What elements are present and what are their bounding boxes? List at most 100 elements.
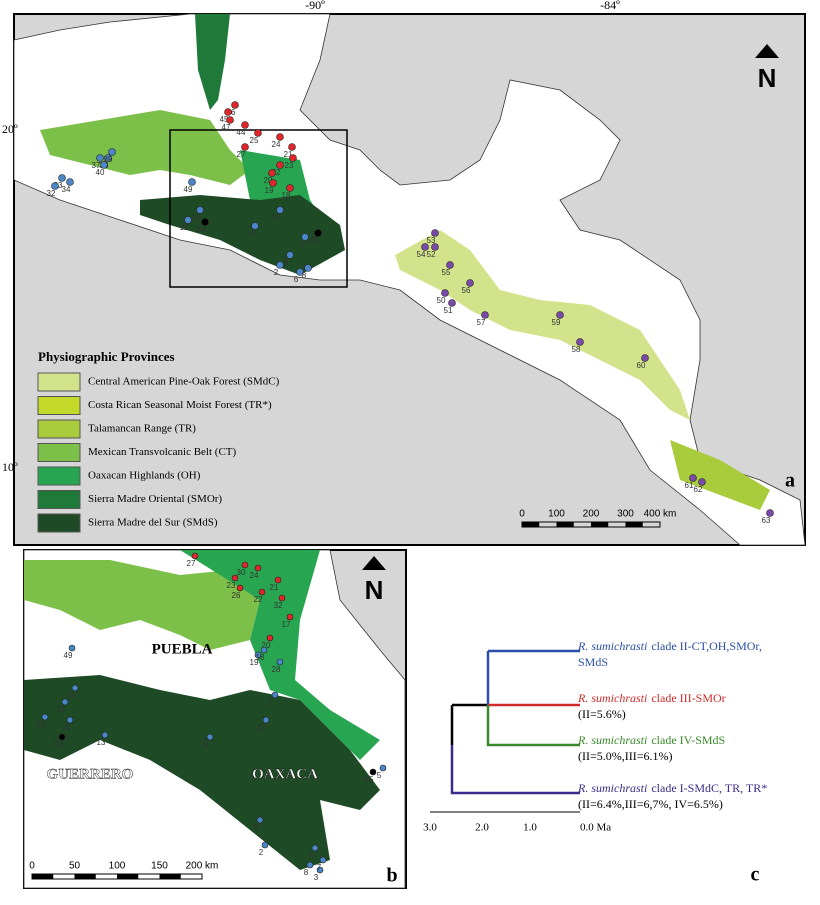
panel-label: b [386, 865, 397, 887]
legend-swatch [37, 419, 81, 439]
clade-label: R. sumichrasti clade I-SMdC, TR, TR* [577, 781, 767, 795]
legend-label: Costa Rican Seasonal Moist Forest (TR*) [88, 399, 272, 411]
branch [486, 649, 580, 705]
scale-segment [32, 874, 54, 879]
sample-point [188, 178, 196, 186]
scale-segment [591, 522, 609, 527]
legend-label: Sierra Madre Oriental (SMOr) [88, 493, 222, 505]
sample-label: 64 [54, 740, 63, 749]
sample-point [276, 261, 284, 269]
tree-labels: R. sumichrasti clade II-CT,OH,SMOr, SMdS R.… [423, 639, 767, 834]
legend-swatch [37, 443, 81, 462]
scale-label: 200 [583, 509, 600, 520]
sample-point [66, 716, 74, 724]
time-label: 2.0 [475, 822, 489, 834]
species-name: R. sumichrasti [577, 781, 647, 795]
clade-note: (II=6.4%,III=6,7%, IV=6.5%) [578, 797, 723, 811]
sample-point [466, 279, 474, 287]
sample-label: 22 [254, 595, 263, 604]
sample-label: 27 [237, 150, 246, 159]
species-name: R. sumichrasti [577, 639, 647, 653]
lat-label: 10º [2, 460, 18, 474]
sample-label: 5 [377, 771, 382, 780]
scale-outline [521, 521, 661, 528]
tree [430, 649, 580, 813]
lat-label: 20º [2, 122, 18, 136]
sample-label: 18 [282, 191, 291, 200]
legend-swatch [37, 466, 81, 486]
scale-label: 200 km [186, 861, 219, 872]
oh-zone [180, 550, 380, 760]
sample-label: 44 [237, 128, 246, 137]
sample-point [288, 143, 296, 151]
sample-point [311, 844, 319, 852]
sample-point [254, 129, 262, 137]
legend-label: Oaxacan Highlands (OH) [88, 470, 201, 482]
ct-zone [24, 560, 260, 650]
sample-point [100, 161, 108, 169]
north-arrow [755, 44, 779, 58]
sample-label: 19 [265, 186, 274, 195]
branch [450, 745, 580, 795]
legend: Central American Pine-Oak Forest (SMdC) C… [37, 372, 280, 533]
time-label: 3.0 [423, 822, 437, 834]
sample-point [276, 161, 284, 169]
sample-label: 8 [304, 868, 309, 877]
sample-point [278, 594, 286, 602]
sample-point [369, 768, 377, 776]
ct-zone [40, 110, 250, 185]
sample-label: 65 [310, 236, 319, 245]
sample-label: 2 [274, 268, 279, 277]
sample-point [241, 561, 249, 569]
sample-label: 23 [285, 161, 294, 170]
place-label: GUERRERO [47, 766, 134, 782]
sample-point [41, 713, 49, 721]
sample-point [286, 251, 294, 259]
sample-label: 64 [197, 225, 206, 234]
sample-label: 13 [97, 738, 106, 747]
tr-zone [670, 440, 770, 510]
sample-point [269, 179, 277, 187]
sample-label: 28 [272, 665, 281, 674]
sample-label: 62 [694, 485, 703, 494]
scale-label: 300 [617, 509, 634, 520]
sample-point [271, 691, 279, 699]
sample-label: 65 [365, 775, 374, 784]
scale-segment [74, 874, 96, 879]
lon-label: -90º [305, 0, 325, 12]
scale-label: 100 [548, 509, 565, 520]
sample-label: 53 [427, 236, 436, 245]
sample-label: 4 [309, 851, 314, 860]
scale-segment [522, 522, 540, 527]
sample-label: 8 [302, 271, 307, 280]
scale-label: 0 [29, 861, 35, 872]
sample-point [104, 154, 112, 162]
sample-point [276, 133, 284, 141]
sample-label: 57 [477, 318, 486, 327]
sample-point [66, 178, 74, 186]
sample-point [276, 206, 284, 214]
sample-label: 7 [317, 863, 322, 872]
sample-label: 30 [237, 568, 246, 577]
sample-label: 47 [222, 123, 231, 132]
sample-point [261, 841, 269, 849]
sample-label: 45 [220, 115, 229, 124]
sample-label: 14 [192, 213, 201, 222]
sample-label: 12 [180, 223, 189, 232]
sample-point [301, 233, 309, 241]
sample-point [319, 856, 327, 864]
sample-point [286, 184, 294, 192]
scale-label: 400 km [644, 509, 677, 520]
sample-point [260, 646, 268, 654]
sample-point [51, 182, 59, 190]
sample-point [96, 154, 104, 162]
sample-point [68, 644, 76, 652]
sample-label: 21 [270, 583, 279, 592]
sample-point [289, 154, 297, 162]
clade-note: SMdS [578, 655, 608, 669]
sample-label: 1 [299, 240, 304, 249]
sample-point [58, 174, 66, 182]
sample-label: 11 [62, 723, 71, 732]
sample-point [698, 478, 706, 486]
place-label: PUEBLA [152, 641, 213, 657]
